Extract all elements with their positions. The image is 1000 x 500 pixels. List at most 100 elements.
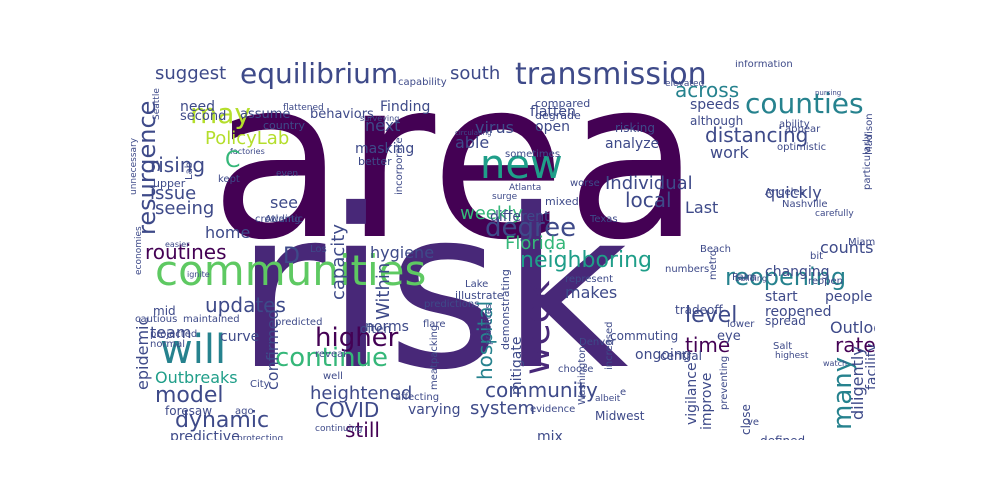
word-information: information xyxy=(735,60,793,70)
word-projected: projected xyxy=(150,329,198,340)
word-country: country xyxy=(263,119,306,132)
word-outbreaks: Outbreaks xyxy=(155,368,238,387)
word-model: model xyxy=(155,383,224,408)
word-metro: metro xyxy=(708,250,719,280)
word-work: work xyxy=(710,143,749,162)
word-communities: communities xyxy=(155,246,427,295)
word-incorporate: incorporate xyxy=(394,137,405,195)
word-crowding: crowding xyxy=(255,214,301,225)
word-illustrate: illustrate xyxy=(455,289,504,302)
word-beach: Beach xyxy=(700,244,731,255)
word-c: C xyxy=(225,148,241,173)
word-appear: appear xyxy=(785,124,821,135)
word-even: even xyxy=(276,169,299,179)
word-cloud: area risk communities new week will transmissi… xyxy=(125,60,875,440)
word-spread: spread xyxy=(765,314,806,328)
word-team: team xyxy=(150,323,192,342)
word-outlook: Outlook xyxy=(830,318,875,337)
word-degrade: degrade xyxy=(535,109,581,122)
word-mix: mix xyxy=(537,429,563,440)
word-lake: Lake xyxy=(465,279,489,290)
word-next: next xyxy=(365,116,401,135)
word-economies: economies xyxy=(134,226,144,275)
word-carefully: carefully xyxy=(815,209,854,219)
word-compared: compared xyxy=(535,97,591,110)
word-mixed: mixed xyxy=(545,195,579,208)
word-angeles: Angeles xyxy=(765,187,805,198)
word-heightened: heightened xyxy=(310,383,413,404)
word-updates: updates xyxy=(205,293,286,317)
word-foresaw: foresaw xyxy=(165,404,213,418)
word-e: e xyxy=(620,387,627,398)
word-miami: Miami xyxy=(848,237,875,248)
word-florida: Florida xyxy=(505,233,567,254)
word-optimistic: optimistic xyxy=(777,142,827,153)
word-new: new xyxy=(480,142,563,188)
word-central: central xyxy=(660,349,702,363)
word-city: City xyxy=(250,379,270,390)
word-palm: Palm xyxy=(732,272,757,283)
word-atlantic: Atlantic xyxy=(265,214,304,225)
word-better: better xyxy=(358,155,392,168)
word-protecting: protecting xyxy=(237,434,284,441)
word-represent: represent xyxy=(565,274,614,285)
word-finding: Finding xyxy=(380,99,431,115)
word-elevated: elevated xyxy=(665,79,705,89)
word-improve: improve xyxy=(699,372,715,430)
word-routines: routines xyxy=(145,240,227,264)
word-reopening: reopening xyxy=(725,263,847,291)
word-south: south xyxy=(450,63,501,84)
word-week: week xyxy=(517,280,558,375)
word-predictions: predictions xyxy=(424,299,480,310)
word-nashville: Nashville xyxy=(782,199,828,210)
word-numbers: numbers xyxy=(665,264,710,275)
word-curve: curve xyxy=(220,329,260,345)
word-transmission: transmission xyxy=(515,60,707,92)
word-within: Within xyxy=(373,262,394,320)
word-ongoing: ongoing xyxy=(635,347,692,363)
word-midwest: Midwest xyxy=(595,409,645,423)
word-building: building xyxy=(735,274,768,283)
word-risking: risking xyxy=(615,121,656,135)
word-covid: COVID xyxy=(315,398,380,422)
word-norms: norms xyxy=(365,319,409,335)
word-open: open xyxy=(535,119,570,135)
word-atlanta: Atlanta xyxy=(509,183,542,193)
word-second: second xyxy=(180,109,227,124)
word-watch: watch xyxy=(823,359,848,368)
word-level: level xyxy=(685,303,738,328)
word-makes: makes xyxy=(565,283,618,302)
word-risk: risk xyxy=(235,162,629,418)
word-epidemic: epidemic xyxy=(133,316,152,390)
word-will: will xyxy=(160,327,227,373)
word-flattened: flattened xyxy=(283,103,324,113)
word-tradeoff: tradeoff xyxy=(675,303,723,317)
word-highest: highest xyxy=(775,351,809,361)
word-system: system xyxy=(470,398,536,419)
word-rates: rates xyxy=(835,333,875,357)
word-cautious: cautious xyxy=(135,314,178,325)
word-circulating: circulating xyxy=(455,129,492,137)
word-well: well xyxy=(323,371,343,382)
word-may: may xyxy=(190,97,252,130)
word-sometimes: sometimes xyxy=(505,149,561,160)
word-neighboring: neighboring xyxy=(520,248,652,273)
word-often: often xyxy=(360,322,392,336)
word-normal: normal xyxy=(150,339,186,350)
word-reopen: reopen xyxy=(808,276,843,287)
word-factories: factories xyxy=(230,147,265,156)
word-vigilance: vigilance xyxy=(684,362,700,425)
word-surge: surge xyxy=(492,192,518,202)
word-maintained: maintained xyxy=(183,314,240,325)
word-community: community xyxy=(485,378,598,402)
word-capability: capability xyxy=(398,77,447,88)
word-analyze: analyze xyxy=(605,136,660,152)
word-degree: degree xyxy=(485,213,577,243)
word-evidence: evidence xyxy=(530,404,576,415)
word-varying: varying xyxy=(408,402,461,418)
word-suggest: suggest xyxy=(155,63,227,84)
word-ago: ago xyxy=(235,406,254,417)
word-changing: changing xyxy=(765,264,830,280)
word-masking: masking xyxy=(355,141,415,157)
word-affecting: affecting xyxy=(395,392,440,403)
